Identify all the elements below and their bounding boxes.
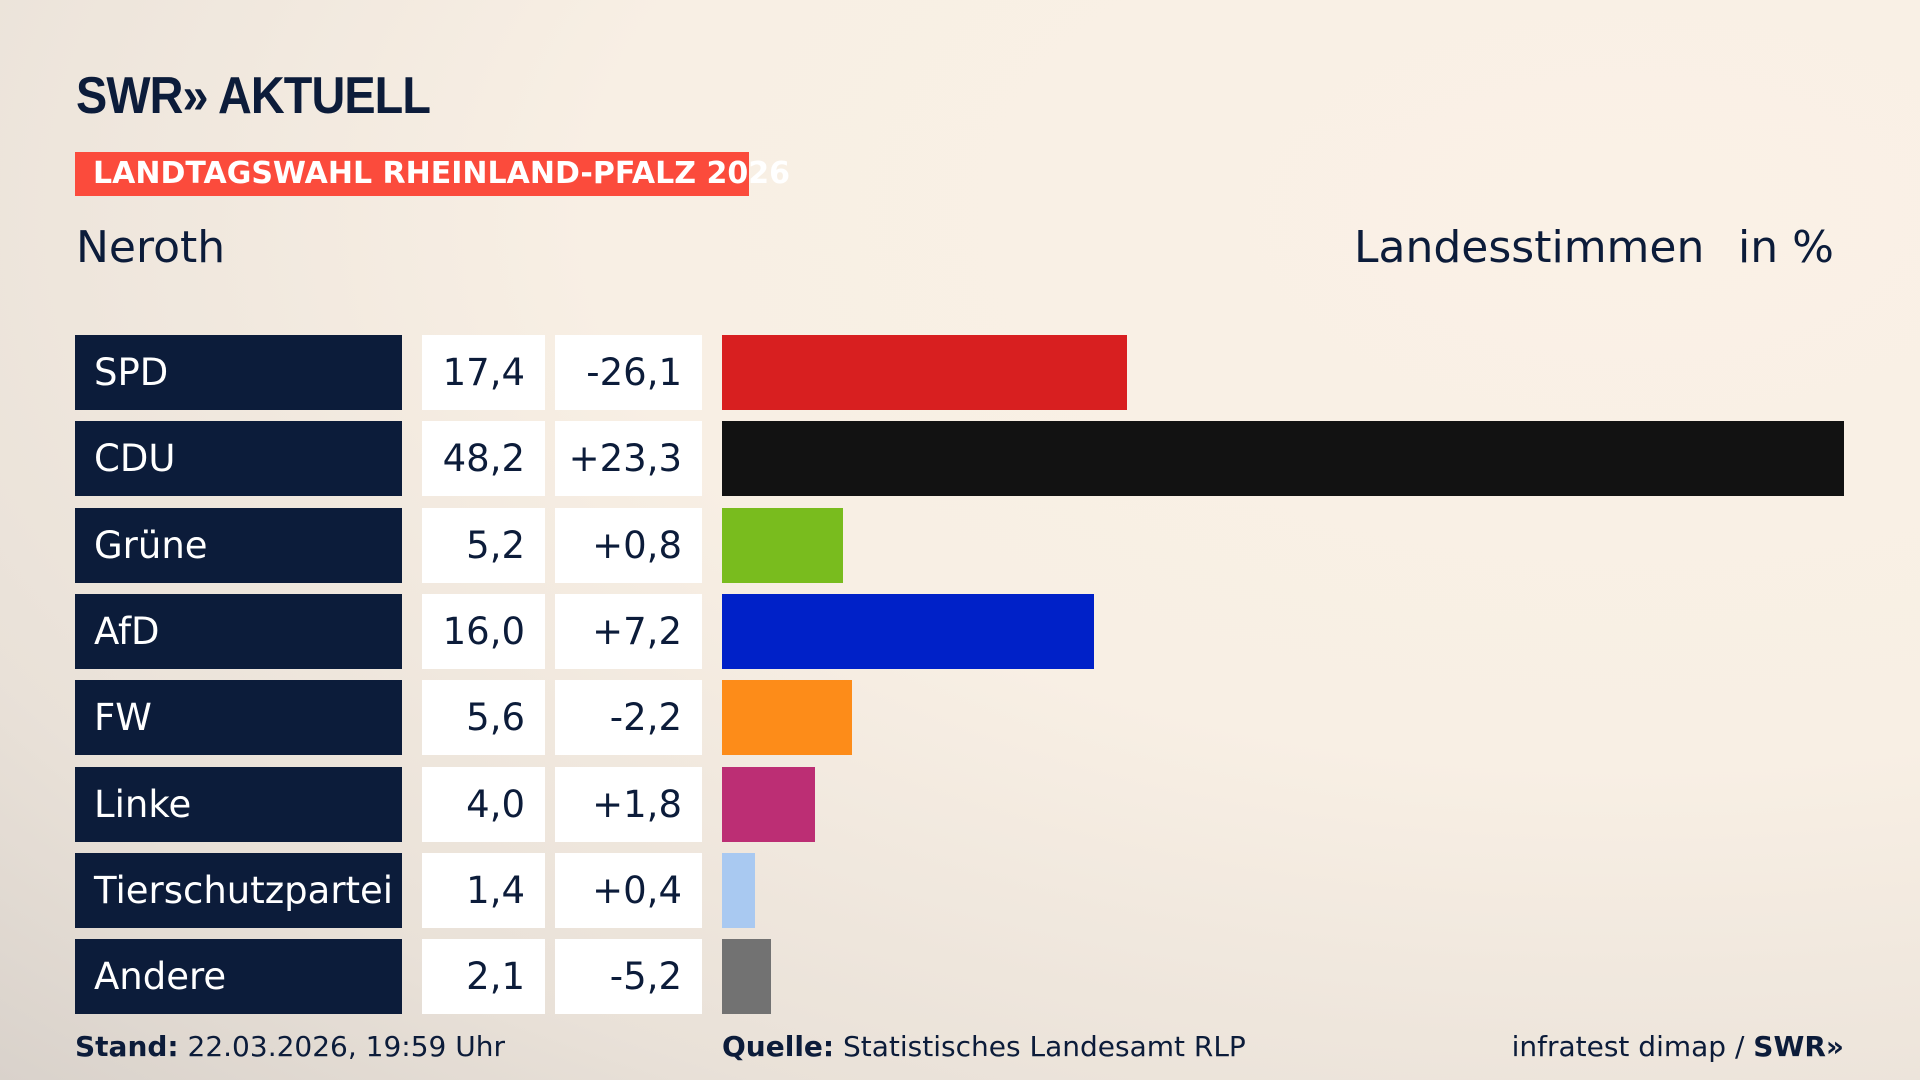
bar-tierschutzpartei xyxy=(722,852,755,928)
result-row: CDU 48,2 +23,3 xyxy=(0,421,1920,497)
bar-afd xyxy=(722,593,1095,669)
value-label: 5,6 xyxy=(422,680,545,756)
result-row: Linke 4,0 +1,8 xyxy=(0,766,1920,842)
source-value: Statistisches Landesamt RLP xyxy=(843,1030,1246,1063)
diff-label: -5,2 xyxy=(555,939,702,1015)
party-label: Andere xyxy=(75,939,402,1015)
value-label: 1,4 xyxy=(422,852,545,928)
stand-value: 22.03.2026, 19:59 Uhr xyxy=(187,1030,505,1063)
value-label: 16,0 xyxy=(422,593,545,669)
election-banner: LANDTAGSWAHL RHEINLAND-PFALZ 2026 xyxy=(75,152,790,196)
party-label: AfD xyxy=(75,593,402,669)
result-row: AfD 16,0 +7,2 xyxy=(0,593,1920,669)
result-row: Andere 2,1 -5,2 xyxy=(0,939,1920,1015)
diff-label: +0,4 xyxy=(555,852,702,928)
diff-label: +0,8 xyxy=(555,507,702,583)
value-label: 2,1 xyxy=(422,939,545,1015)
bar-andere xyxy=(722,939,771,1015)
party-label: CDU xyxy=(75,421,402,497)
result-row: FW 5,6 -2,2 xyxy=(0,680,1920,756)
diff-label: +1,8 xyxy=(555,766,702,842)
value-label: 48,2 xyxy=(422,421,545,497)
party-label: SPD xyxy=(75,335,402,410)
stand-info: Stand: 22.03.2026, 19:59 Uhr xyxy=(75,1030,505,1063)
diff-label: -26,1 xyxy=(555,335,702,410)
unit-label: in % xyxy=(1738,222,1834,273)
value-label: 5,2 xyxy=(422,507,545,583)
bar-cdu xyxy=(722,421,1844,497)
source-label: Quelle: xyxy=(722,1030,835,1063)
swr-logo: SWR» xyxy=(1753,1030,1844,1063)
credit-text: infratest dimap / xyxy=(1511,1030,1754,1063)
stand-label: Stand: xyxy=(75,1030,179,1063)
diff-label: +23,3 xyxy=(555,421,702,497)
result-row: SPD 17,4 -26,1 xyxy=(0,335,1920,410)
result-row: Grüne 5,2 +0,8 xyxy=(0,507,1920,583)
diff-label: -2,2 xyxy=(555,680,702,756)
source-info: Quelle: Statistisches Landesamt RLP xyxy=(722,1030,1246,1063)
party-label: Grüne xyxy=(75,507,402,583)
credit: infratest dimap / SWR» xyxy=(1512,1030,1844,1063)
value-label: 4,0 xyxy=(422,766,545,842)
party-label: Linke xyxy=(75,766,402,842)
place-title: Neroth xyxy=(76,222,226,273)
diff-label: +7,2 xyxy=(555,593,702,669)
bar-grüne xyxy=(722,507,844,583)
bar-linke xyxy=(722,766,816,842)
bar-fw xyxy=(722,680,853,756)
party-label: FW xyxy=(75,680,402,756)
result-row: Tierschutzpartei 1,4 +0,4 xyxy=(0,852,1920,928)
swr-aktuell-logo: SWR» AKTUELL xyxy=(76,67,431,125)
value-label: 17,4 xyxy=(422,335,545,410)
party-label: Tierschutzpartei xyxy=(75,852,402,928)
bar-spd xyxy=(722,335,1128,410)
measure-label: Landesstimmen xyxy=(1354,222,1705,273)
